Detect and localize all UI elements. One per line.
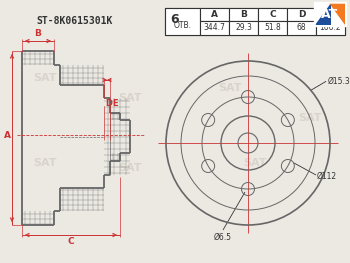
Text: Ø15.3(5): Ø15.3(5) bbox=[328, 77, 350, 86]
Text: Ø112: Ø112 bbox=[317, 171, 337, 180]
Text: SAT: SAT bbox=[243, 158, 267, 168]
Bar bbox=[287, 21, 316, 35]
Bar bbox=[287, 8, 316, 21]
Text: A: A bbox=[4, 130, 10, 139]
Bar bbox=[314, 2, 346, 26]
Text: C: C bbox=[68, 237, 74, 246]
Bar bbox=[229, 21, 258, 35]
Text: 6: 6 bbox=[171, 13, 179, 26]
Polygon shape bbox=[329, 3, 345, 25]
Text: Ø6.5: Ø6.5 bbox=[214, 233, 232, 242]
Text: ST-8K0615301K: ST-8K0615301K bbox=[37, 17, 113, 27]
Text: 166.2: 166.2 bbox=[320, 23, 341, 33]
Text: AT: AT bbox=[321, 8, 339, 21]
Text: E: E bbox=[328, 10, 334, 19]
Text: B: B bbox=[35, 29, 41, 38]
Bar bbox=[229, 8, 258, 21]
Bar bbox=[316, 8, 345, 21]
Bar bbox=[316, 21, 345, 35]
Text: 344.7: 344.7 bbox=[204, 23, 225, 33]
Text: A: A bbox=[211, 10, 218, 19]
Bar bbox=[258, 21, 287, 35]
Bar bbox=[165, 8, 200, 35]
Polygon shape bbox=[315, 3, 331, 25]
Text: 68: 68 bbox=[297, 23, 306, 33]
Text: D: D bbox=[298, 10, 305, 19]
Text: SAT: SAT bbox=[218, 83, 242, 93]
Text: E: E bbox=[112, 99, 118, 108]
Text: 51.8: 51.8 bbox=[264, 23, 281, 33]
Text: SAT: SAT bbox=[298, 113, 322, 123]
Text: C: C bbox=[269, 10, 276, 19]
Bar bbox=[258, 8, 287, 21]
Text: SAT: SAT bbox=[33, 73, 57, 83]
Bar bbox=[200, 21, 229, 35]
Bar bbox=[200, 8, 229, 21]
Text: OTB.: OTB. bbox=[174, 21, 191, 30]
Text: B: B bbox=[240, 10, 247, 19]
Text: 29.3: 29.3 bbox=[235, 23, 252, 33]
Bar bbox=[165, 8, 345, 35]
Text: D: D bbox=[105, 99, 112, 108]
Text: SAT: SAT bbox=[118, 93, 142, 103]
Text: SAT: SAT bbox=[33, 158, 57, 168]
Text: SAT: SAT bbox=[118, 163, 142, 173]
Bar bbox=[315, 3, 345, 25]
